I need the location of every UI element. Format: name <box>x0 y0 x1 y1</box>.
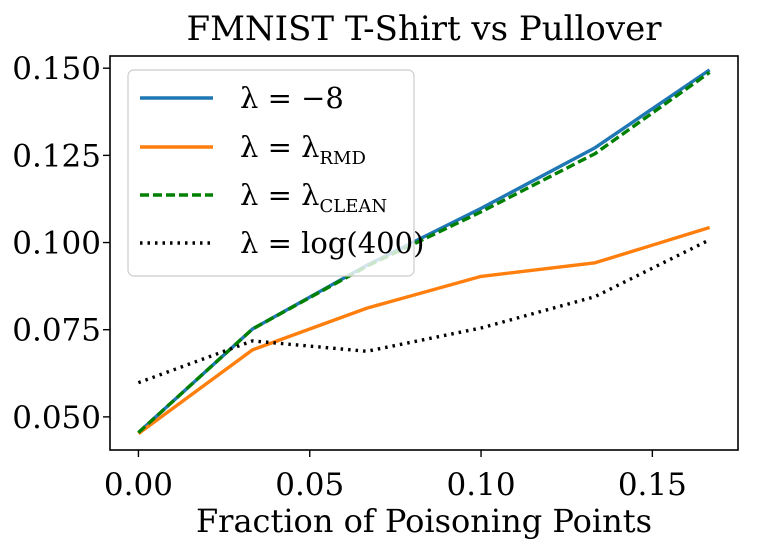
y-tick-label: 0.150 <box>12 51 101 87</box>
y-tick-label: 0.075 <box>12 313 101 349</box>
y-tick-label: 0.100 <box>12 226 101 262</box>
series-line-1 <box>137 225 711 435</box>
series-line-2 <box>137 71 711 434</box>
ticks-layer: 0.00 0.05 0.10 0.15 0.050 0.075 0.100 0.125 0.15… <box>12 51 687 503</box>
x-axis-label: Fraction of Poisoning Points <box>196 502 652 540</box>
series-layer <box>137 68 711 435</box>
series-line-3 <box>137 238 711 385</box>
legend-label: λ = λCLEAN <box>240 178 387 217</box>
x-tick-label: 0.15 <box>618 467 687 503</box>
y-tick-label: 0.125 <box>12 138 101 174</box>
legend-label: λ = log(400) <box>240 226 424 260</box>
legend-label: λ = λRMD <box>240 130 366 169</box>
plot-frame <box>109 55 739 451</box>
y-tick-label: 0.050 <box>12 400 101 436</box>
x-tick-label: 0.05 <box>275 467 344 503</box>
series-line-0 <box>137 68 711 434</box>
chart-title: FMNIST T-Shirt vs Pullover <box>187 9 663 49</box>
legend: λ = −8 λ = λRMD λ = λCLEAN λ = log(400) <box>127 69 424 277</box>
legend-label: λ = −8 <box>240 81 344 115</box>
legend-box <box>127 69 415 277</box>
x-tick-label: 0.00 <box>104 467 173 503</box>
x-tick-label: 0.10 <box>447 467 516 503</box>
